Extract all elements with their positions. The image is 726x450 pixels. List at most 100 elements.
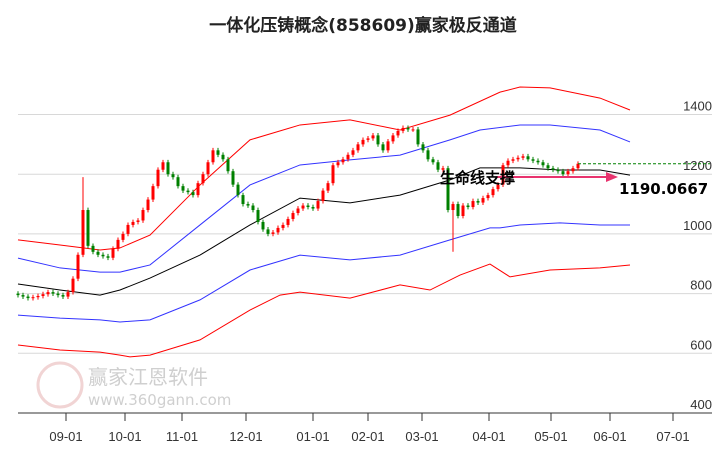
candle-body bbox=[76, 254, 80, 279]
candle-body bbox=[336, 162, 340, 166]
candle-body bbox=[111, 248, 115, 258]
candle-body bbox=[326, 183, 330, 191]
candle-body bbox=[571, 168, 575, 172]
y-tick-label: 1200 bbox=[683, 158, 712, 173]
candle bbox=[546, 162, 550, 171]
candle-body bbox=[141, 210, 145, 221]
watermark-brand: 赢家江恩软件 bbox=[88, 365, 208, 389]
candle-body bbox=[41, 294, 45, 296]
candle-body bbox=[356, 144, 360, 151]
candle bbox=[261, 219, 265, 232]
candle-body bbox=[221, 154, 225, 160]
watermark: 赢家江恩软件 www.360gann.com bbox=[36, 361, 231, 409]
candle bbox=[511, 156, 515, 164]
upper-blue-line bbox=[17, 124, 631, 273]
upper-red-line bbox=[17, 86, 631, 251]
candle-body bbox=[461, 205, 465, 216]
candle-body bbox=[106, 256, 110, 258]
candle-body bbox=[386, 141, 390, 151]
candle bbox=[36, 293, 40, 300]
candle bbox=[236, 182, 240, 198]
candle bbox=[506, 158, 510, 168]
candle-body bbox=[366, 138, 370, 140]
candle bbox=[471, 198, 475, 210]
candle bbox=[206, 159, 210, 177]
candle-body bbox=[196, 183, 200, 196]
candle bbox=[351, 147, 355, 158]
candle-body bbox=[416, 129, 420, 145]
candle bbox=[221, 152, 225, 162]
candle-body bbox=[381, 144, 385, 151]
candle-body bbox=[396, 130, 400, 136]
candle-body bbox=[216, 150, 220, 155]
candle bbox=[66, 289, 70, 299]
candle bbox=[101, 252, 105, 259]
candle-body bbox=[176, 177, 180, 187]
candle bbox=[51, 289, 55, 296]
candle-body bbox=[531, 159, 535, 161]
candle bbox=[461, 203, 465, 219]
candle bbox=[391, 133, 395, 144]
candle bbox=[96, 249, 100, 258]
candle bbox=[46, 289, 50, 297]
candle-body bbox=[136, 220, 140, 222]
candle-body bbox=[116, 239, 120, 249]
candle-body bbox=[546, 165, 550, 169]
candle bbox=[411, 127, 415, 132]
candle bbox=[146, 197, 150, 213]
candle bbox=[386, 138, 390, 153]
x-tick-label: 02-01 bbox=[351, 429, 384, 444]
candle bbox=[286, 216, 290, 228]
candle bbox=[61, 292, 65, 299]
candle-body bbox=[526, 156, 530, 160]
candle bbox=[296, 206, 300, 216]
candle bbox=[151, 183, 155, 202]
candle-body bbox=[316, 201, 320, 209]
candle-body bbox=[491, 189, 495, 196]
candle bbox=[126, 222, 130, 237]
x-tick-label: 06-01 bbox=[593, 429, 626, 444]
candle bbox=[476, 198, 480, 205]
candle-body bbox=[496, 184, 500, 190]
candle bbox=[196, 180, 200, 198]
candle-body bbox=[371, 135, 375, 139]
candle-body bbox=[301, 205, 305, 209]
candle bbox=[91, 243, 95, 255]
candle bbox=[496, 182, 500, 192]
candle-body bbox=[266, 229, 270, 234]
candle bbox=[491, 186, 495, 198]
y-tick-label: 1400 bbox=[683, 99, 712, 114]
candle bbox=[356, 141, 360, 153]
candle bbox=[31, 294, 35, 301]
candle-body bbox=[171, 174, 175, 178]
candle bbox=[181, 183, 185, 194]
candle-body bbox=[536, 160, 540, 163]
candle bbox=[16, 291, 20, 298]
candle-body bbox=[256, 210, 260, 222]
x-tick-label: 12-01 bbox=[229, 429, 262, 444]
candle bbox=[71, 276, 75, 295]
candle bbox=[251, 203, 255, 213]
candle-body bbox=[131, 221, 135, 225]
candle-body bbox=[156, 169, 160, 187]
candle-body bbox=[511, 159, 515, 161]
watermark-url: www.360gann.com bbox=[88, 391, 231, 409]
candle bbox=[81, 177, 85, 258]
candle bbox=[321, 188, 325, 204]
candle-body bbox=[441, 168, 445, 170]
candle bbox=[526, 153, 530, 162]
candle-body bbox=[391, 135, 395, 142]
candle bbox=[551, 165, 555, 173]
candle bbox=[56, 291, 60, 298]
candle-body bbox=[46, 292, 50, 295]
candle bbox=[76, 252, 80, 282]
candle-body bbox=[231, 171, 235, 185]
candle bbox=[246, 201, 250, 208]
candle-body bbox=[551, 168, 555, 170]
annotation: 生命线支撑 1190.0667 bbox=[440, 169, 708, 198]
candle bbox=[276, 225, 280, 235]
channel-lines bbox=[17, 86, 631, 358]
candle-body bbox=[311, 207, 315, 209]
candle-body bbox=[576, 163, 580, 169]
candlesticks bbox=[16, 125, 580, 301]
